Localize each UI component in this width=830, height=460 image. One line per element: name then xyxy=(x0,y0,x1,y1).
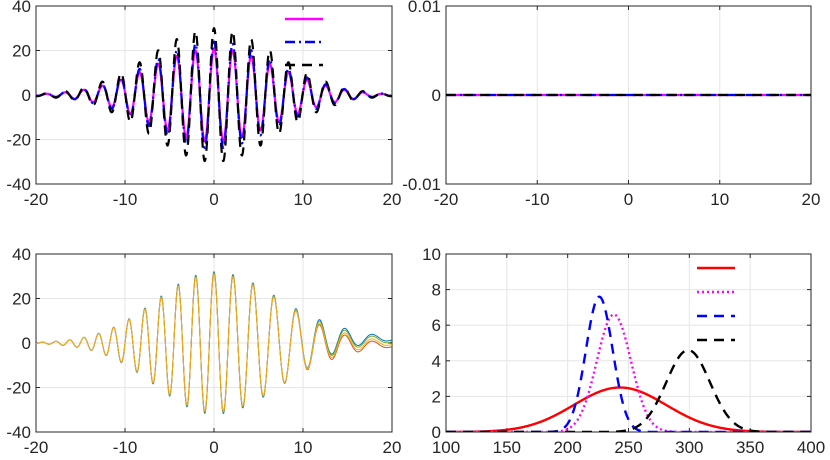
y-tick-label: 0 xyxy=(432,423,441,442)
y-tick-label: 8 xyxy=(432,281,441,300)
x-tick-label: 10 xyxy=(294,190,313,209)
x-tick-label: 20 xyxy=(383,190,402,209)
x-tick-label: 20 xyxy=(802,190,821,209)
x-tick-label: 10 xyxy=(710,190,729,209)
series-line xyxy=(446,348,811,432)
y-tick-label: 0.01 xyxy=(408,0,441,16)
x-tick-label: -10 xyxy=(113,190,138,209)
x-tick-label: 350 xyxy=(736,438,764,457)
x-tick-label: 0 xyxy=(209,190,218,209)
y-tick-label: -40 xyxy=(6,175,31,194)
y-tick-label: 20 xyxy=(12,290,31,309)
x-tick-label: 0 xyxy=(624,190,633,209)
y-tick-label: 4 xyxy=(432,352,441,371)
y-tick-label: 6 xyxy=(432,316,441,335)
y-tick-label: 0 xyxy=(22,86,31,105)
x-tick-label: 100 xyxy=(432,438,460,457)
x-tick-label: 150 xyxy=(493,438,521,457)
x-tick-label: 400 xyxy=(797,438,825,457)
x-tick-label: 20 xyxy=(383,438,402,457)
chart-panel-top-right: -20 -10 0 10 20 -0.01 0 0.01 xyxy=(402,0,820,209)
y-tick-label: 10 xyxy=(422,245,441,264)
x-tick-label: 0 xyxy=(209,438,218,457)
y-tick-label: 20 xyxy=(12,42,31,61)
x-tick-label: 200 xyxy=(553,438,581,457)
y-tick-label: 40 xyxy=(12,245,31,264)
y-tick-label: 40 xyxy=(12,0,31,16)
y-tick-label: 0 xyxy=(432,86,441,105)
series-line xyxy=(36,26,392,163)
x-tick-label: -20 xyxy=(434,190,459,209)
x-tick-label: 300 xyxy=(675,438,703,457)
x-tick-label: -20 xyxy=(24,438,49,457)
y-tick-label: -20 xyxy=(6,379,31,398)
y-tick-label: -20 xyxy=(6,131,31,150)
y-tick-label: 0 xyxy=(22,334,31,353)
x-tick-label: -20 xyxy=(24,190,49,209)
x-tick-label: 10 xyxy=(294,438,313,457)
series-line xyxy=(446,295,811,432)
y-tick-label: 2 xyxy=(432,387,441,406)
y-tick-label: -40 xyxy=(6,423,31,442)
chart-panel-bottom-right: 100 150 200 250 300 350 400 0 2 4 6 8 10 xyxy=(422,245,825,457)
x-tick-label: -10 xyxy=(113,438,138,457)
series-line xyxy=(36,273,392,412)
y-tick-label: -0.01 xyxy=(402,175,441,194)
x-tick-label: -10 xyxy=(525,190,550,209)
x-tick-label: 250 xyxy=(614,438,642,457)
